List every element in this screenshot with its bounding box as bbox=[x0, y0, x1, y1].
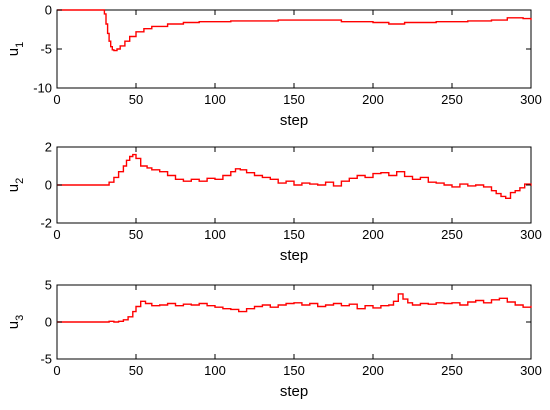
axes-frame-1 bbox=[56, 9, 532, 89]
x-tick-label-2: 300 bbox=[520, 227, 542, 242]
y-axis-title-main-2: u bbox=[5, 184, 22, 192]
x-tick-label-3: 100 bbox=[204, 363, 226, 378]
x-tick-label-1: 300 bbox=[520, 92, 542, 107]
y-axis-title-1: u1 bbox=[5, 42, 26, 56]
axes-frame-3 bbox=[56, 284, 532, 360]
x-tick-label-1: 50 bbox=[129, 92, 143, 107]
series-line-u2 bbox=[57, 153, 532, 199]
y-tick-label-3: 0 bbox=[45, 315, 52, 330]
y-tick-label-2: 0 bbox=[45, 178, 52, 193]
x-tick-label-3: 250 bbox=[441, 363, 463, 378]
x-tick-label-1: 150 bbox=[283, 92, 305, 107]
x-tick-label-2: 250 bbox=[441, 227, 463, 242]
x-tick-label-1: 200 bbox=[362, 92, 384, 107]
series-line-u3 bbox=[57, 293, 532, 323]
subplot-1: 0 50 100 150 200 250 300 -10 -5 0 step u1 bbox=[5, 3, 542, 130]
x-tick-label-2: 50 bbox=[129, 227, 143, 242]
y-tick-label-1: -5 bbox=[40, 42, 52, 57]
x-tick-label-2: 150 bbox=[283, 227, 305, 242]
x-tick-label-2: 0 bbox=[53, 227, 60, 242]
y-axis-title-2: u2 bbox=[5, 178, 26, 192]
y-axis-title-subscript-1: 1 bbox=[14, 42, 26, 48]
x-tick-label-2: 100 bbox=[204, 227, 226, 242]
x-tick-label-3: 200 bbox=[362, 363, 384, 378]
y-tick-label-1: 0 bbox=[45, 3, 52, 18]
x-tick-label-3: 300 bbox=[520, 363, 542, 378]
x-tick-label-2: 200 bbox=[362, 227, 384, 242]
series-line-u1 bbox=[57, 9, 532, 52]
x-tick-label-3: 50 bbox=[129, 363, 143, 378]
y-tick-label-1: -10 bbox=[33, 81, 52, 96]
y-axis-title-subscript-3: 3 bbox=[14, 315, 26, 321]
y-axis-title-3: u3 bbox=[5, 315, 26, 329]
y-tick-label-3: 5 bbox=[45, 278, 52, 293]
y-axis-title-main-1: u bbox=[5, 48, 22, 56]
y-axis-title-subscript-2: 2 bbox=[14, 178, 26, 184]
x-tick-label-1: 250 bbox=[441, 92, 463, 107]
x-tick-label-3: 150 bbox=[283, 363, 305, 378]
y-tick-label-3: -5 bbox=[40, 352, 52, 367]
y-axis-title-main-3: u bbox=[5, 321, 22, 329]
y-tick-label-2: -2 bbox=[40, 216, 52, 231]
x-tick-label-1: 0 bbox=[53, 92, 60, 107]
x-axis-title-1: step bbox=[280, 112, 308, 129]
x-axis-title-2: step bbox=[280, 247, 308, 264]
x-tick-label-3: 0 bbox=[53, 363, 60, 378]
x-axis-title-3: step bbox=[280, 383, 308, 400]
x-tick-label-1: 100 bbox=[204, 92, 226, 107]
y-tick-label-2: 2 bbox=[45, 140, 52, 155]
